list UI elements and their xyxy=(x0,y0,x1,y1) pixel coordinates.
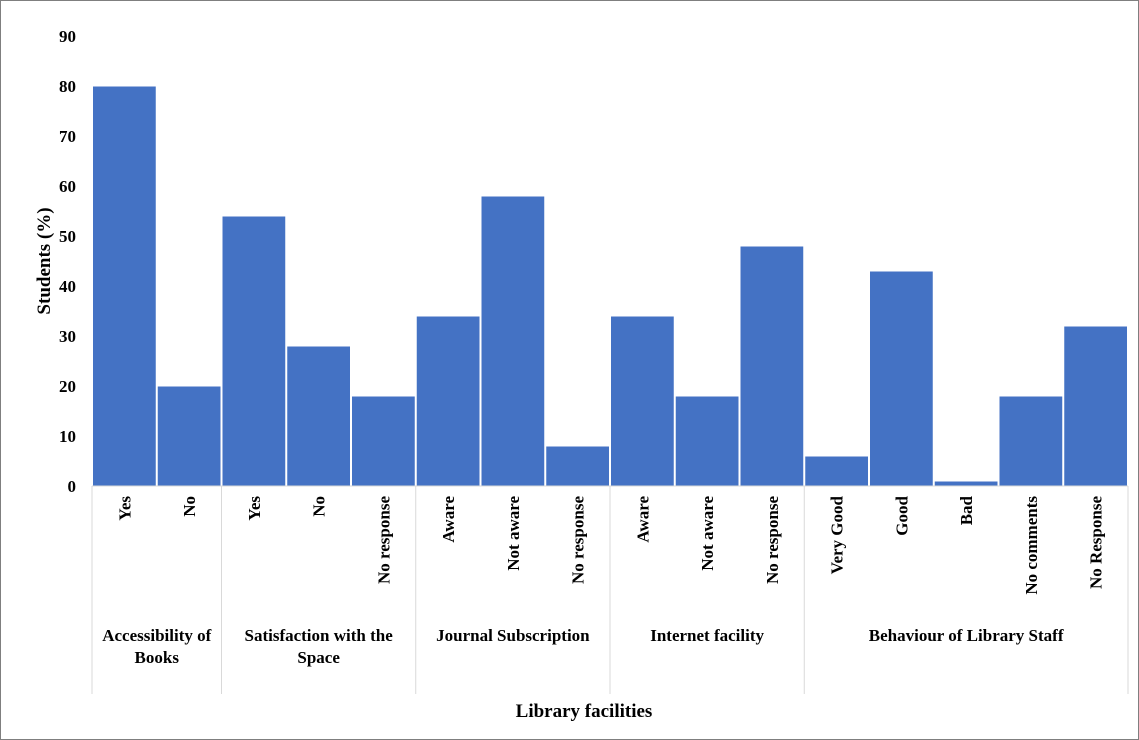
x-group-label: Journal Subscription xyxy=(436,626,590,645)
bar xyxy=(674,395,740,487)
x-category-label: Bad xyxy=(957,495,976,525)
x-category-label: No response xyxy=(763,496,782,584)
bar xyxy=(156,385,222,487)
x-category-label: Aware xyxy=(439,496,458,543)
x-category-label: No response xyxy=(374,496,393,584)
x-category-label: Very Good xyxy=(828,495,847,574)
y-tick-label: 40 xyxy=(59,277,76,296)
x-axis-title: Library facilities xyxy=(516,701,653,722)
bar xyxy=(739,245,805,487)
x-axis: Yes No Yes No No response Aware Not aware No re… xyxy=(91,485,1129,694)
x-group-label: Space xyxy=(297,648,340,667)
x-category-label: No response xyxy=(569,496,588,584)
bar xyxy=(804,455,869,487)
x-category-label: Yes xyxy=(115,496,134,521)
x-group-label: Books xyxy=(135,648,180,667)
x-category-label: No Response xyxy=(1087,496,1106,589)
x-category-label: Not aware xyxy=(698,496,717,571)
x-category-label: No xyxy=(180,496,199,517)
x-group-label: Accessibility of xyxy=(102,626,211,645)
bar xyxy=(933,480,999,487)
bar xyxy=(92,85,157,487)
y-tick-label: 10 xyxy=(59,427,76,446)
y-tick-label: 50 xyxy=(59,227,76,246)
x-group-label: Behaviour of Library Staff xyxy=(869,626,1064,645)
bars xyxy=(92,85,1128,487)
x-category-label: No xyxy=(310,496,329,517)
y-tick-label: 0 xyxy=(68,477,77,496)
y-axis-title: Students (%) xyxy=(34,207,55,314)
x-category-label: No comments xyxy=(1022,496,1041,595)
x-category-label: Good xyxy=(892,495,911,535)
y-axis: 0 10 20 30 40 50 60 70 80 90 xyxy=(59,27,76,496)
x-category-label: Aware xyxy=(633,496,652,543)
y-tick-label: 90 xyxy=(59,27,76,46)
bar xyxy=(1063,325,1128,487)
x-group-label: Internet facility xyxy=(650,626,764,645)
x-group-label: Satisfaction with the xyxy=(244,626,393,645)
bar xyxy=(998,395,1064,487)
bar xyxy=(610,315,675,487)
x-category-label: Yes xyxy=(245,496,264,521)
x-category-label: Not aware xyxy=(504,496,523,571)
bar xyxy=(286,345,351,487)
y-tick-label: 70 xyxy=(59,127,76,146)
y-tick-label: 30 xyxy=(59,327,76,346)
y-tick-label: 60 xyxy=(59,177,76,196)
bar xyxy=(415,315,481,487)
bar xyxy=(545,445,610,487)
y-tick-label: 80 xyxy=(59,77,76,96)
y-tick-label: 20 xyxy=(59,377,76,396)
bar xyxy=(480,195,546,487)
bar xyxy=(869,270,934,487)
bar xyxy=(221,215,287,487)
bar xyxy=(351,395,416,487)
